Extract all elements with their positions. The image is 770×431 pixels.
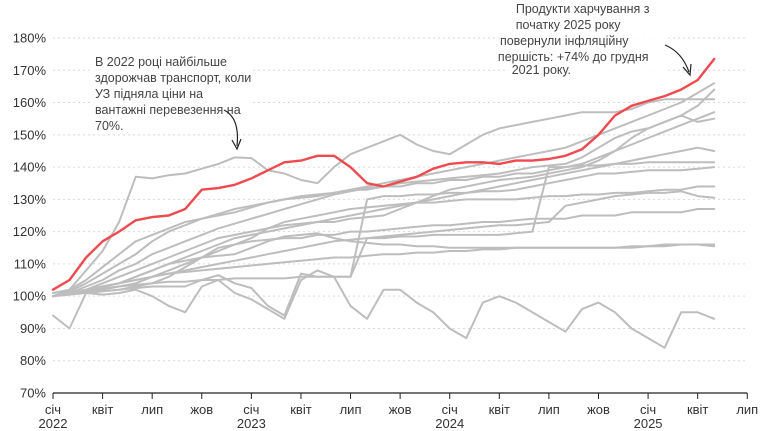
series-line bbox=[52, 190, 716, 298]
other-series-lines bbox=[52, 82, 716, 349]
x-tick-label: січ bbox=[442, 402, 458, 417]
x-tick-label: січ bbox=[243, 402, 259, 417]
annotation-right-line: повернули інфляційну bbox=[500, 34, 629, 48]
annotation-left-bg bbox=[90, 56, 250, 132]
x-tick-label: жов bbox=[190, 402, 213, 417]
y-tick-label: 100% bbox=[13, 289, 47, 304]
annotation-left-arrow bbox=[223, 109, 239, 147]
x-tick-label: жов bbox=[389, 402, 412, 417]
x-tick-label: лип bbox=[340, 402, 362, 417]
annotation-right-line: 2021 року. bbox=[512, 63, 571, 77]
annotations: В 2022 році найбільше здорожчав транспор… bbox=[90, 2, 692, 151]
y-tick-label: 180% bbox=[13, 31, 47, 46]
x-year-label: 2022 bbox=[39, 416, 68, 431]
annotation-left-arrowhead bbox=[231, 138, 242, 151]
y-tick-label: 110% bbox=[14, 256, 47, 271]
y-tick-label: 170% bbox=[13, 63, 47, 78]
series-line bbox=[52, 146, 716, 298]
y-tick-label: 80% bbox=[20, 353, 46, 368]
series-line bbox=[52, 111, 716, 294]
x-tick-label: лип bbox=[538, 402, 560, 417]
x-tick-label: лип bbox=[141, 402, 163, 417]
series-line bbox=[52, 166, 716, 317]
series-line-highlight bbox=[51, 57, 716, 291]
annotation-right-line: початку 2025 року bbox=[516, 18, 621, 32]
series-line bbox=[52, 269, 716, 349]
x-tick-label: квіт bbox=[290, 402, 311, 417]
highlight-series-line bbox=[51, 57, 716, 291]
y-tick-label: 160% bbox=[13, 95, 47, 110]
x-tick-label: жов bbox=[587, 402, 610, 417]
annotation-left-line: УЗ підняла ціни на bbox=[95, 87, 203, 101]
series-line bbox=[52, 161, 716, 298]
series-line bbox=[52, 98, 716, 298]
x-tick-label: січ bbox=[45, 402, 61, 417]
x-tick-label: квіт bbox=[489, 402, 510, 417]
x-tick-label: квіт bbox=[687, 402, 708, 417]
series-line bbox=[52, 185, 716, 298]
annotation-left-line: 70%. bbox=[95, 119, 124, 133]
y-tick-label: 140% bbox=[13, 160, 47, 175]
annotation-left-line: В 2022 році найбільше bbox=[95, 55, 227, 69]
x-tick-label: квіт bbox=[92, 402, 113, 417]
annotation-right: Продукти харчування з початку 2025 року … bbox=[498, 2, 653, 77]
annotation-right-line: першість: +74% до грудня bbox=[498, 50, 649, 64]
series-line bbox=[52, 208, 716, 298]
series-line bbox=[52, 114, 716, 298]
x-year-label: 2025 bbox=[634, 416, 663, 431]
annotation-right-arrowhead bbox=[682, 63, 692, 77]
annotation-right-bg bbox=[505, 2, 665, 76]
annotation-left-line: вантажні перевезення на bbox=[95, 103, 241, 117]
y-tick-label: 130% bbox=[13, 192, 47, 207]
annotation-left: В 2022 році найбільше здорожчав транспор… bbox=[95, 55, 255, 133]
annotation-left-line: здорожчав транспорт, коли bbox=[95, 71, 251, 85]
y-tick-label: 120% bbox=[13, 224, 47, 239]
series-line bbox=[52, 82, 716, 298]
y-tick-label: 70% bbox=[20, 386, 46, 401]
annotation-right-arrow bbox=[664, 44, 690, 73]
y-axis: 70% 80% 90% 100% 110% 120% 130% 140% 150% 160% 170… bbox=[13, 31, 47, 401]
x-year-label: 2023 bbox=[237, 416, 266, 431]
annotation-right-line: Продукти харчування з bbox=[516, 2, 650, 16]
x-tick-label: січ bbox=[640, 402, 656, 417]
x-year-label: 2024 bbox=[435, 416, 464, 431]
y-tick-label: 150% bbox=[13, 127, 47, 142]
x-tick-label: лип bbox=[736, 402, 758, 417]
y-tick-label: 90% bbox=[20, 321, 46, 336]
